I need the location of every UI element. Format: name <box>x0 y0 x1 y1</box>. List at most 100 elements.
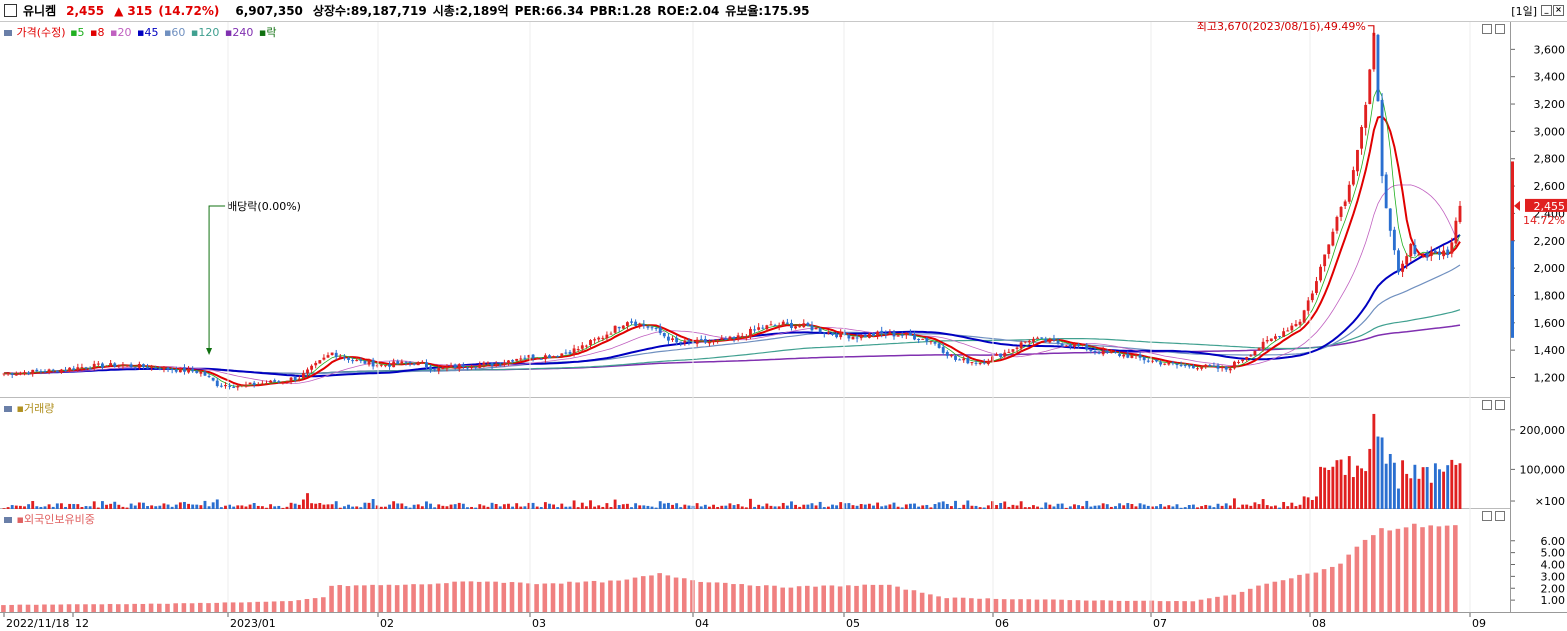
volume-bar <box>1109 506 1113 509</box>
foreign-bar <box>115 604 121 612</box>
candle-body <box>1368 69 1372 105</box>
foreign-bar <box>673 577 679 612</box>
volume-bar <box>330 504 334 509</box>
select-checkbox[interactable] <box>4 4 17 17</box>
candle-body <box>23 372 26 374</box>
volume-bar <box>1150 506 1154 509</box>
volume-bar <box>310 503 314 509</box>
candle-body <box>2 373 6 375</box>
candle-body <box>252 382 256 386</box>
volume-bar <box>593 506 597 509</box>
candle-body <box>39 371 43 373</box>
foreign-bar <box>33 604 39 612</box>
volume-bar <box>785 505 789 509</box>
legend-ma60[interactable]: 60 <box>171 26 186 39</box>
change-percent: (14.72%) <box>158 3 220 18</box>
legend-price[interactable]: 가격(수정) <box>16 26 66 39</box>
foreign-bar <box>1403 527 1409 612</box>
candle-body <box>1052 338 1056 341</box>
foreign-bar <box>878 584 884 612</box>
volume-bar <box>666 502 670 509</box>
pane-restore-icon[interactable] <box>1482 400 1492 410</box>
price-chart[interactable]: 최고3,670(2023/08/16),49.49%최저1,100(2023/0… <box>0 22 1510 398</box>
foreign-bar <box>1124 600 1130 612</box>
foreign-chart[interactable] <box>0 509 1510 612</box>
pane-close-icon[interactable] <box>1495 400 1505 410</box>
volume-bar <box>1040 507 1044 509</box>
volume-bar <box>1327 469 1331 509</box>
legend-ma240[interactable]: 240 <box>232 26 254 39</box>
candle-body <box>59 369 63 373</box>
candle-body <box>1093 351 1097 353</box>
legend-ma120[interactable]: 120 <box>198 26 220 39</box>
legend-foreign[interactable]: 외국인보유비중 <box>23 513 95 526</box>
volume-bar <box>59 503 63 509</box>
candle-body <box>1282 331 1286 337</box>
candle-body <box>917 339 921 341</box>
candle-body <box>392 361 396 368</box>
volume-bar <box>322 504 326 509</box>
candle-body <box>708 341 711 344</box>
pane-close-icon[interactable] <box>1495 24 1505 34</box>
pane-menu-icon[interactable] <box>4 30 12 36</box>
legend-ma5[interactable]: 5 <box>77 26 85 39</box>
pane-menu-icon[interactable] <box>4 517 12 523</box>
volume-bar <box>1429 482 1433 509</box>
candle-body <box>437 368 441 371</box>
candle-body <box>215 380 219 387</box>
volume-bar <box>1388 453 1392 509</box>
volume-bar <box>1048 504 1052 509</box>
volume-bar <box>1274 505 1277 509</box>
candle-body <box>802 323 806 328</box>
volume-bar <box>64 506 67 509</box>
foreign-bar <box>1206 598 1212 612</box>
legend-ma45[interactable]: 45 <box>144 26 159 39</box>
candle-body <box>51 369 55 371</box>
volume-bar <box>982 507 986 509</box>
pane-restore-icon[interactable] <box>1482 511 1492 521</box>
period-selector[interactable]: [1일] <box>1511 5 1537 18</box>
close-icon[interactable]: × <box>1553 5 1564 16</box>
pane-buttons[interactable] <box>1482 400 1506 410</box>
foreign-bar <box>542 583 548 612</box>
candle-body <box>183 367 186 372</box>
legend-rak[interactable]: 락 <box>266 26 277 39</box>
volume-bar <box>999 502 1003 509</box>
volume-bar <box>613 499 617 509</box>
volume-bar <box>306 493 309 509</box>
candle-body <box>769 324 773 326</box>
volume-bar <box>338 507 342 509</box>
candle-body <box>982 362 986 364</box>
minimize-icon[interactable]: _ <box>1541 5 1552 16</box>
volume-bar <box>277 505 281 509</box>
pane-restore-icon[interactable] <box>1482 24 1492 34</box>
volume-bar <box>1179 507 1183 509</box>
legend-ma8[interactable]: 8 <box>97 26 105 39</box>
foreign-bar <box>763 585 769 612</box>
date-tick-label: 06 <box>995 617 1009 630</box>
foreign-bar <box>17 604 23 612</box>
pane-menu-icon[interactable] <box>4 406 12 412</box>
pane-buttons[interactable] <box>1482 511 1506 521</box>
volume-bar <box>835 505 839 509</box>
candle-body <box>593 339 597 341</box>
candle-body <box>285 380 289 382</box>
volume-bar <box>798 506 802 509</box>
pane-close-icon[interactable] <box>1495 511 1505 521</box>
legend-volume[interactable]: 거래량 <box>23 402 55 415</box>
foreign-bar <box>296 600 302 612</box>
volume-bar <box>121 506 125 509</box>
legend-ma20[interactable]: 20 <box>117 26 132 39</box>
foreign-bar <box>788 587 794 612</box>
candle-body <box>646 326 650 328</box>
volume-chart[interactable] <box>0 398 1510 509</box>
candle-body <box>1130 355 1134 358</box>
pane-buttons[interactable] <box>1482 24 1506 34</box>
reserve-ratio: 유보율:175.95 <box>725 4 810 18</box>
volume-bar <box>1138 503 1142 509</box>
volume-bar <box>88 506 92 509</box>
volume-bar <box>359 507 363 509</box>
candle-body <box>1409 243 1413 257</box>
candle-body <box>1237 361 1240 363</box>
foreign-bar <box>690 580 695 612</box>
